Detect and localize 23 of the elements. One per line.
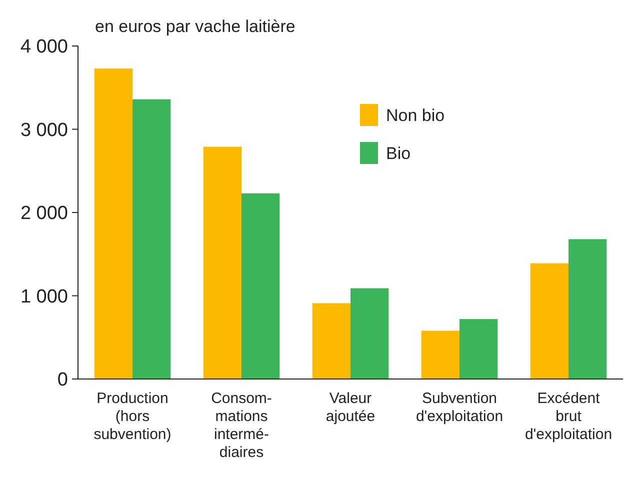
y-tick-label: 1 000 bbox=[20, 286, 68, 308]
bar bbox=[203, 146, 242, 379]
y-tick-label: 0 bbox=[57, 370, 68, 391]
y-axis-title: en euros par vache laitière bbox=[95, 17, 296, 36]
bar bbox=[242, 193, 280, 379]
bar bbox=[421, 330, 460, 379]
x-tick-label: Subvention d'exploitation bbox=[416, 390, 504, 425]
x-tick-label: Production (hors subvention) bbox=[94, 390, 172, 443]
y-tick-label: 4 000 bbox=[20, 36, 68, 58]
bar bbox=[530, 263, 568, 379]
bar bbox=[312, 303, 350, 379]
bar bbox=[460, 319, 498, 379]
y-tick-label: 3 000 bbox=[20, 120, 68, 141]
legend-label: Bio bbox=[386, 144, 411, 163]
bar bbox=[350, 288, 389, 379]
x-tick-label: Valeur ajoutée bbox=[326, 390, 376, 425]
x-tick-label: Consom- mations intermé- diaires bbox=[211, 390, 272, 461]
bar bbox=[568, 239, 607, 379]
y-tick-label: 2 000 bbox=[20, 203, 68, 224]
x-tick-label: Excédent brut d'exploitation bbox=[524, 390, 612, 443]
legend-label: Non bio bbox=[386, 106, 445, 125]
bar bbox=[132, 99, 171, 379]
bar bbox=[94, 68, 132, 379]
